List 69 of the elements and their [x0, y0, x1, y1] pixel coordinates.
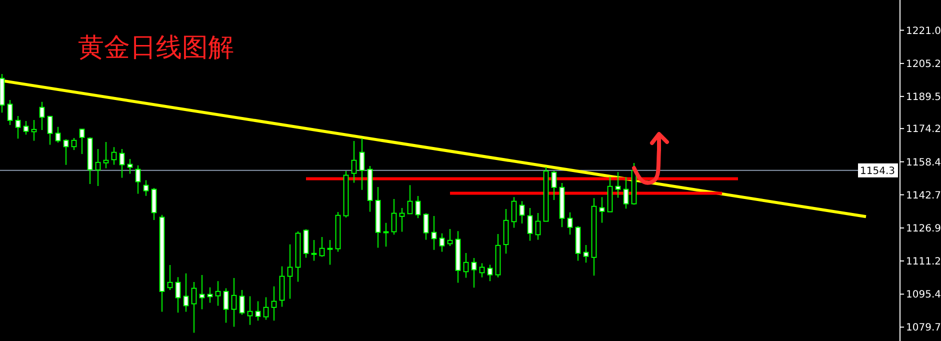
candlestick	[279, 266, 285, 308]
candlestick	[551, 170, 557, 201]
candlestick	[79, 128, 85, 155]
candlestick	[583, 244, 589, 264]
candlestick	[415, 196, 421, 219]
candlestick	[183, 272, 189, 312]
candlestick	[151, 188, 157, 220]
candlestick	[527, 208, 533, 242]
candlestick	[599, 196, 605, 224]
y-tick-label: 1095.4	[906, 290, 941, 301]
candlestick	[439, 232, 445, 252]
candlestick	[623, 176, 629, 210]
candlestick	[463, 252, 469, 278]
candlestick	[535, 212, 541, 240]
candlestick	[319, 236, 325, 258]
y-tick-label: 1174.2	[906, 124, 941, 136]
candlestick	[119, 148, 125, 178]
candlestick	[23, 120, 29, 136]
candlestick	[63, 138, 69, 166]
candlestick	[615, 172, 621, 198]
y-tick-label: 1126.9	[906, 223, 941, 234]
candlestick	[39, 101, 45, 131]
candlestick	[263, 296, 269, 320]
candlestick	[191, 281, 197, 334]
candlestick	[143, 180, 149, 196]
candlestick	[287, 244, 293, 300]
y-tick-label: 1079.7	[906, 322, 941, 334]
y-tick-label: 1221.0	[906, 26, 941, 37]
text: 黄金日线图解	[78, 33, 234, 63]
candlestick	[383, 222, 389, 248]
candlestick	[71, 138, 77, 151]
candlestick	[255, 300, 261, 322]
candlestick	[247, 296, 253, 326]
candlestick	[519, 200, 525, 224]
candlestick	[103, 142, 109, 169]
candlestick	[47, 116, 53, 146]
candlestick	[487, 264, 493, 282]
y-tick-label: 1189.5	[906, 92, 941, 103]
y-tick-label: 1158.4	[906, 157, 941, 168]
candlestick	[327, 239, 333, 266]
candlestick	[311, 239, 317, 262]
candlestick	[511, 196, 517, 228]
candlestick	[55, 126, 61, 144]
ref-line-label: 1154.3	[860, 166, 895, 177]
candlestick	[215, 280, 221, 306]
candlestick	[223, 288, 229, 324]
candlestick	[111, 146, 117, 166]
candlestick	[407, 184, 413, 214]
y-tick-label: 1111.2	[906, 256, 941, 268]
candlestick	[95, 148, 101, 186]
candlestick	[167, 264, 173, 290]
candlestick	[359, 138, 365, 190]
candlestick	[351, 140, 357, 184]
candlestick	[567, 212, 573, 236]
candlestick	[399, 208, 405, 232]
candlestick	[15, 115, 21, 140]
candlestick	[391, 198, 397, 236]
y-tick-label: 1205.2	[906, 58, 941, 70]
candlestick	[271, 286, 277, 322]
candlestick	[175, 276, 181, 314]
candlestick	[431, 215, 437, 250]
candlestick	[423, 212, 429, 240]
candlestick	[135, 164, 141, 194]
y-tick-label: 1142.7	[906, 190, 941, 202]
candlestick	[231, 277, 237, 328]
candlestick	[7, 100, 13, 126]
candlestick	[471, 258, 477, 288]
candlestick	[239, 289, 245, 316]
candlestick	[303, 228, 309, 258]
